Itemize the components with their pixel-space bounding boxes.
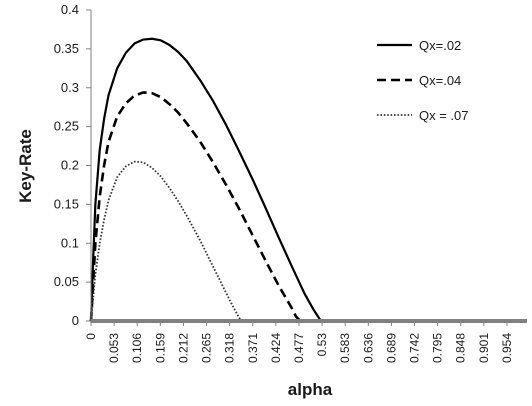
series-line-1 bbox=[89, 37, 527, 323]
y-tick-label: 0.05 bbox=[54, 274, 79, 289]
x-tick-label: 0.636 bbox=[361, 333, 375, 363]
x-tick-label: 0.424 bbox=[269, 333, 283, 363]
x-axis-title: alpha bbox=[288, 380, 333, 399]
y-axis-ticks: 0 0.05 0.1 0.15 0.2 0.25 0.3 0.35 0.4 bbox=[54, 2, 91, 328]
x-tick-label: 0.053 bbox=[107, 333, 121, 363]
y-tick-label: 0 bbox=[72, 313, 79, 328]
x-tick-label: 0.477 bbox=[292, 333, 306, 363]
series-layer bbox=[89, 37, 527, 323]
legend: Qx=.02 Qx=.04 Qx = .07 bbox=[377, 38, 469, 123]
y-axis-title: Key-Rate bbox=[16, 129, 35, 203]
x-tick-label: 0.742 bbox=[408, 333, 422, 363]
x-tick-label: 0.954 bbox=[500, 333, 514, 363]
legend-label-2: Qx=.04 bbox=[419, 73, 461, 88]
y-tick-label: 0.2 bbox=[61, 158, 79, 173]
x-tick-label: 0.901 bbox=[477, 333, 491, 363]
x-axis-ticks: 0 0.053 0.106 0.159 0.212 0.265 0.318 0.371 0.42… bbox=[84, 321, 514, 363]
series-line-2 bbox=[89, 91, 527, 323]
x-tick-label: 0.689 bbox=[384, 333, 398, 363]
x-tick-label: 0.53 bbox=[315, 333, 329, 357]
x-tick-label: 0.583 bbox=[338, 333, 352, 363]
y-tick-label: 0.25 bbox=[54, 119, 79, 134]
x-tick-label: 0.212 bbox=[176, 333, 190, 363]
x-tick-label: 0.795 bbox=[431, 333, 445, 363]
x-tick-label: 0.371 bbox=[246, 333, 260, 363]
series-line-3 bbox=[90, 160, 527, 322]
y-tick-label: 0.1 bbox=[61, 235, 79, 250]
x-tick-label: 0.159 bbox=[153, 333, 167, 363]
legend-label-3: Qx = .07 bbox=[419, 108, 469, 123]
x-tick-label: 0.848 bbox=[454, 333, 468, 363]
x-tick-label: 0.106 bbox=[130, 333, 144, 363]
y-tick-label: 0.15 bbox=[54, 196, 79, 211]
legend-label-1: Qx=.02 bbox=[419, 38, 461, 53]
x-tick-label: 0.265 bbox=[200, 333, 214, 363]
x-tick-label: 0.318 bbox=[223, 333, 237, 363]
y-tick-label: 0.35 bbox=[54, 41, 79, 56]
y-tick-label: 0.4 bbox=[61, 2, 79, 17]
axes bbox=[90, 10, 527, 323]
x-tick-label: 0 bbox=[84, 333, 98, 340]
y-tick-label: 0.3 bbox=[61, 80, 79, 95]
